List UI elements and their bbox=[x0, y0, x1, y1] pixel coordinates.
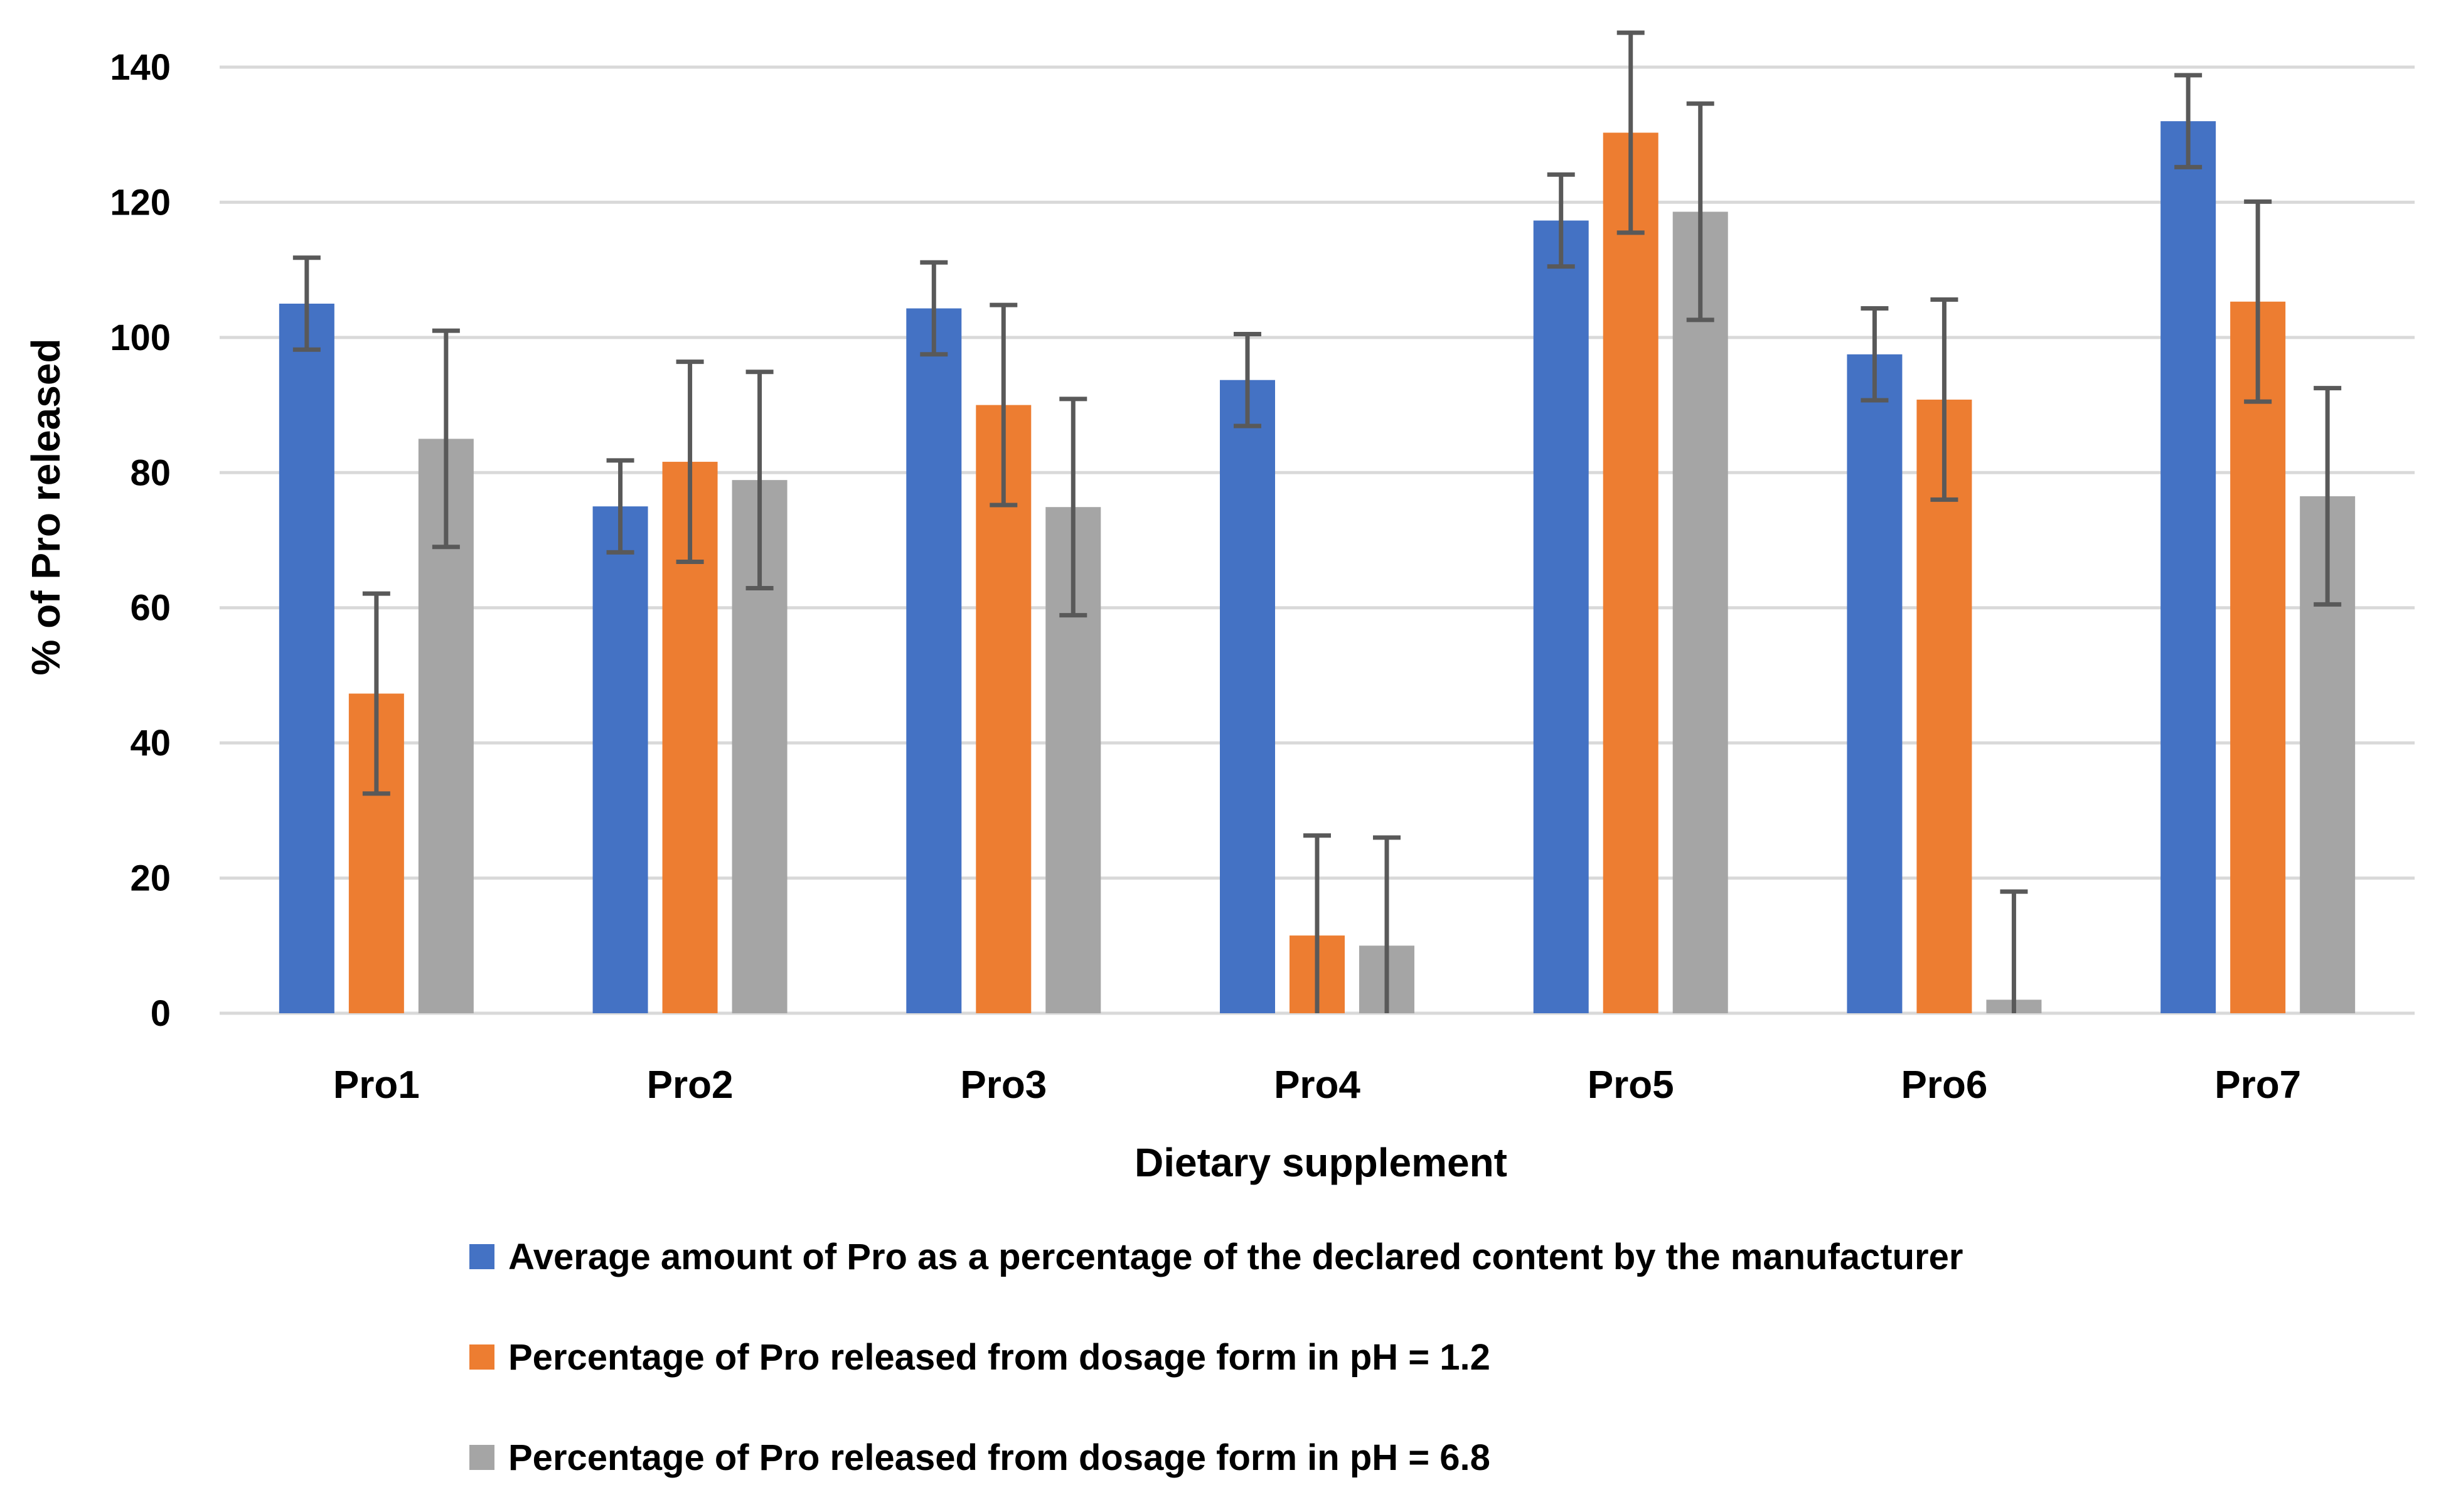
legend-label-2: Percentage of Pro released from dosage f… bbox=[508, 1337, 1490, 1378]
bar-pro7-series-2 bbox=[2230, 301, 2286, 1014]
y-tick-label: 100 bbox=[110, 317, 171, 358]
x-axis-title: Dietary supplement bbox=[1135, 1140, 1507, 1185]
x-category-label: Pro2 bbox=[647, 1063, 734, 1107]
error-bar-pro6-series-2 bbox=[1930, 297, 1958, 502]
x-category-label: Pro3 bbox=[960, 1063, 1047, 1107]
bar-pro5-series-1 bbox=[1533, 220, 1589, 1013]
error-bar-pro7-series-1 bbox=[2174, 73, 2203, 169]
x-axis-categories: Pro1 Pro2 Pro3 Pro4 Pro5 Pro6 Pro7 bbox=[333, 1063, 2301, 1107]
legend-label-3: Percentage of Pro released from dosage f… bbox=[508, 1437, 1490, 1478]
x-category-label: Pro5 bbox=[1588, 1063, 1674, 1107]
error-bar-pro3-series-3 bbox=[1059, 397, 1087, 618]
legend-swatch-3 bbox=[469, 1445, 494, 1470]
y-tick-label: 60 bbox=[130, 588, 171, 629]
x-category-label: Pro6 bbox=[1901, 1063, 1988, 1107]
bar-pro6-series-2 bbox=[1916, 399, 1972, 1013]
y-tick-label: 80 bbox=[130, 452, 171, 493]
error-bar-pro2-series-2 bbox=[676, 359, 704, 564]
error-bar-pro7-series-3 bbox=[2314, 386, 2342, 607]
y-tick-label: 140 bbox=[110, 47, 171, 88]
bars bbox=[279, 121, 2356, 1014]
error-bar-pro4-series-2 bbox=[1303, 833, 1331, 1013]
error-bar-pro5-series-2 bbox=[1616, 30, 1645, 235]
bar-pro7-series-1 bbox=[2160, 121, 2216, 1014]
error-bar-pro6-series-3 bbox=[2000, 889, 2028, 1013]
x-category-label: Pro7 bbox=[2214, 1063, 2301, 1107]
error-bar-pro5-series-1 bbox=[1547, 172, 1575, 269]
y-tick-label: 120 bbox=[110, 182, 171, 223]
legend-swatch-2 bbox=[469, 1344, 494, 1370]
error-bar-pro4-series-3 bbox=[1373, 835, 1401, 1013]
bar-pro5-series-3 bbox=[1672, 211, 1728, 1014]
legend: Average amount of Pro as a percentage of… bbox=[469, 1237, 1963, 1478]
error-bars bbox=[292, 30, 2342, 1013]
bar-pro6-series-1 bbox=[1847, 354, 1903, 1014]
error-bar-pro6-series-1 bbox=[1861, 306, 1889, 403]
y-tick-label: 40 bbox=[130, 723, 171, 764]
error-bar-pro2-series-3 bbox=[745, 370, 774, 590]
bar-pro5-series-2 bbox=[1603, 132, 1658, 1013]
error-bar-pro1-series-3 bbox=[432, 328, 460, 550]
error-bar-pro7-series-2 bbox=[2244, 199, 2272, 404]
error-bar-pro2-series-1 bbox=[606, 458, 634, 555]
bar-pro2-series-1 bbox=[592, 506, 648, 1013]
legend-swatch-1 bbox=[469, 1244, 494, 1269]
error-bar-pro1-series-2 bbox=[362, 591, 390, 796]
y-tick-label: 20 bbox=[130, 858, 171, 899]
bar-pro3-series-1 bbox=[906, 308, 962, 1013]
error-bar-pro1-series-1 bbox=[292, 255, 321, 352]
y-axis-title: % of Pro released bbox=[23, 338, 68, 675]
x-category-label: Pro4 bbox=[1274, 1063, 1360, 1107]
legend-label-1: Average amount of Pro as a percentage of… bbox=[508, 1237, 1963, 1277]
error-bar-pro4-series-1 bbox=[1234, 331, 1261, 429]
bar-pro1-series-1 bbox=[279, 304, 334, 1013]
y-tick-label: 0 bbox=[151, 993, 171, 1034]
error-bar-pro3-series-2 bbox=[990, 302, 1018, 508]
error-bar-pro3-series-1 bbox=[920, 260, 948, 357]
x-category-label: Pro1 bbox=[333, 1063, 420, 1107]
error-bar-pro5-series-3 bbox=[1686, 101, 1714, 322]
y-axis-ticks: 0 20 40 60 80 100 120 140 bbox=[110, 47, 171, 1034]
bar-pro4-series-1 bbox=[1220, 380, 1275, 1013]
